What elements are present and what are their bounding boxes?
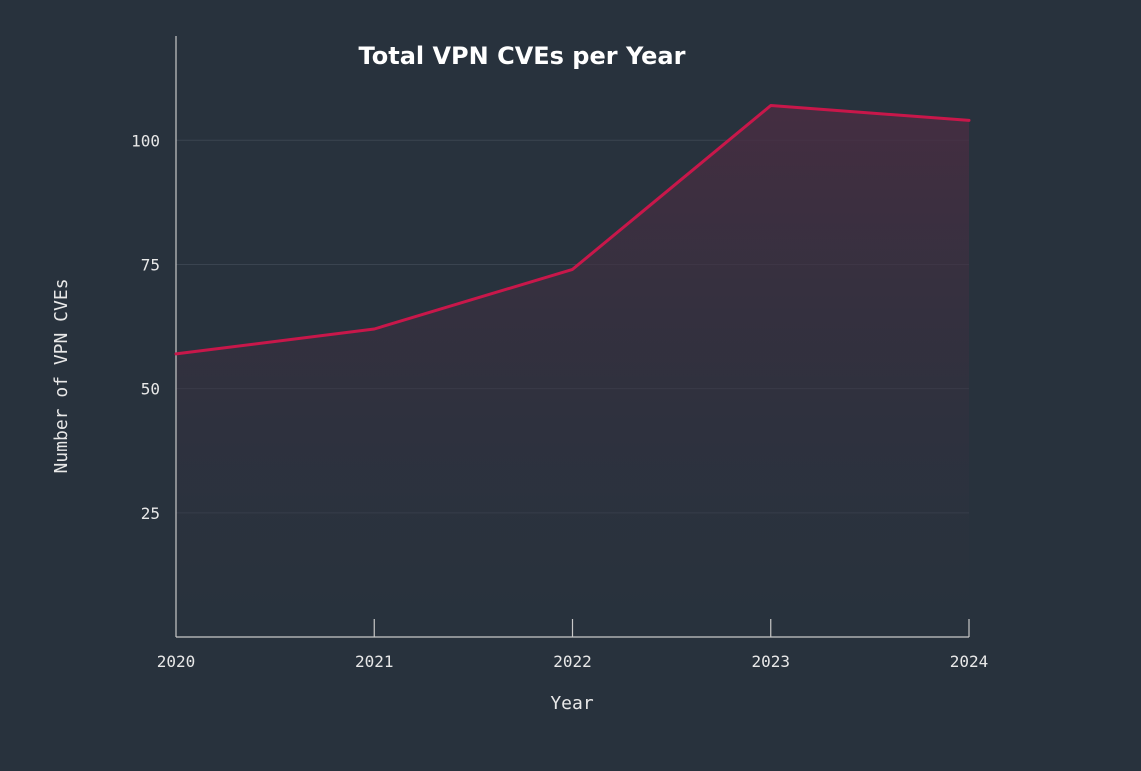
x-tick-label: 2020 <box>157 652 196 671</box>
x-tick-labels: 2020 2021 2022 2023 2024 <box>157 652 989 671</box>
x-tick-label: 2023 <box>751 652 790 671</box>
x-axis-label: Year <box>550 693 594 714</box>
axes <box>175 36 970 638</box>
y-tick-label: 50 <box>141 380 160 399</box>
series-line <box>174 104 971 356</box>
y-tick-label: 75 <box>141 255 160 274</box>
x-tick-label: 2024 <box>950 652 989 671</box>
y-tick-label: 100 <box>131 131 160 150</box>
chart-title: Total VPN CVEs per Year <box>359 42 686 70</box>
y-tick-labels: 25 50 75 100 <box>131 131 160 523</box>
area-fill <box>176 105 969 637</box>
y-tick-label: 25 <box>141 504 160 523</box>
y-axis-label: Number of VPN CVEs <box>51 278 72 473</box>
x-tick-label: 2022 <box>553 652 592 671</box>
x-tick-label: 2021 <box>355 652 394 671</box>
